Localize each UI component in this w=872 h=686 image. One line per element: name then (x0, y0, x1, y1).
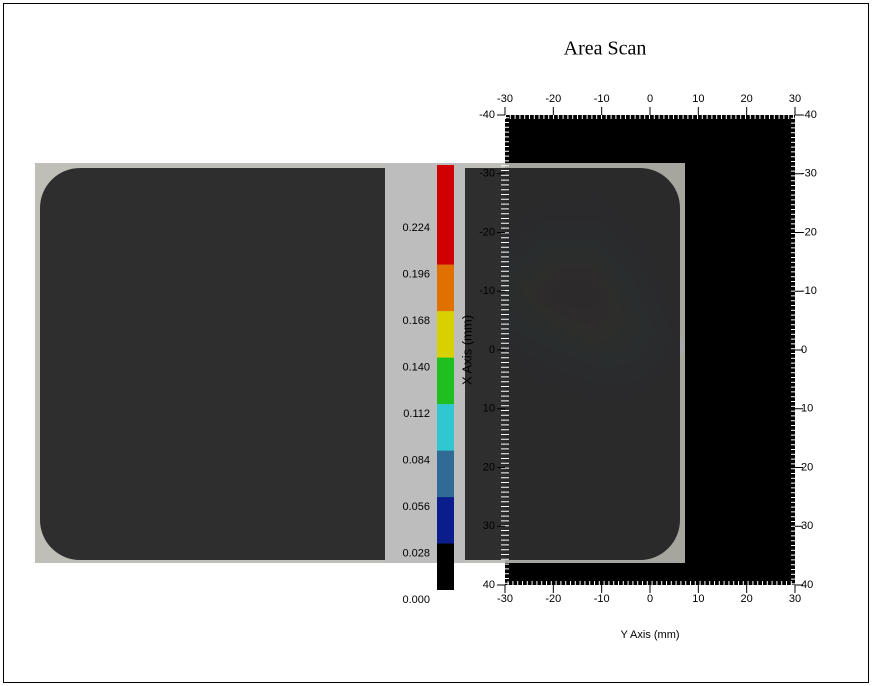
x-tick-label: -30 (497, 93, 513, 105)
device-body (40, 168, 680, 560)
y-tick-label: 30 (801, 520, 813, 532)
y-tick-label: 40 (801, 579, 813, 591)
y-tick-label: -40 (479, 109, 495, 121)
y-tick-label: 10 (483, 403, 495, 415)
y-tick-label: 30 (483, 520, 495, 532)
x-tick-label: 30 (789, 93, 801, 105)
y-tick-label: 0 (489, 344, 495, 356)
colorbar-band (437, 358, 454, 404)
y-tick-label: 20 (801, 461, 813, 473)
y-tick-label: -30 (479, 168, 495, 180)
chart-title: Area Scan (564, 38, 647, 60)
x-tick-label: 30 (789, 593, 801, 605)
x-tick-label: 0 (647, 593, 653, 605)
colorbar-band (437, 265, 454, 311)
colorbar-band (437, 451, 454, 497)
x-axis-label: Y Axis (mm) (620, 629, 679, 641)
colorbar-label: 0.140 (402, 361, 430, 373)
y-tick-label: 40 (483, 579, 495, 591)
colorbar-band (437, 497, 454, 543)
x-tick-label: 20 (741, 93, 753, 105)
x-tick-label: -10 (594, 93, 610, 105)
y-tick-label: -10 (801, 285, 817, 297)
y-tick-label: -20 (801, 226, 817, 238)
y-tick-label: 10 (801, 403, 813, 415)
colorbar-label: 0.028 (402, 547, 430, 559)
y-axis-label: X Axis (mm) (459, 315, 474, 385)
x-tick-label: 0 (647, 93, 653, 105)
colorbar-label: 0.112 (403, 408, 430, 420)
colorbar-label: 0.196 (402, 269, 430, 281)
colorbar-band (437, 544, 454, 590)
colorbar-band (437, 311, 454, 357)
y-tick-label: -10 (479, 285, 495, 297)
device-photo (35, 163, 685, 563)
y-tick-label: 20 (483, 461, 495, 473)
colorbar-label: 0.224 (402, 222, 430, 234)
x-tick-label: -20 (545, 93, 561, 105)
y-tick-label: 0 (801, 344, 807, 356)
x-tick-label: -30 (497, 593, 513, 605)
x-tick-label: 10 (692, 93, 704, 105)
y-tick-label: -20 (479, 226, 495, 238)
colorbar-label: 0.168 (402, 315, 430, 327)
x-tick-label: -20 (545, 593, 561, 605)
colorbar-label: 0.056 (402, 501, 430, 513)
x-tick-label: -10 (594, 593, 610, 605)
colorbar-label: 0.084 (402, 454, 430, 466)
chart: Area Scan 0.000 0.028 0.056 0.084 0.112 0.140… (0, 0, 872, 686)
x-tick-label: 10 (692, 593, 704, 605)
x-tick-label: 20 (741, 593, 753, 605)
colorbar-band (437, 404, 454, 450)
colorbar-label: 0.000 (402, 594, 430, 606)
y-tick-label: -30 (801, 168, 817, 180)
colorbar-band (437, 165, 454, 265)
y-tick-label: -40 (801, 109, 817, 121)
